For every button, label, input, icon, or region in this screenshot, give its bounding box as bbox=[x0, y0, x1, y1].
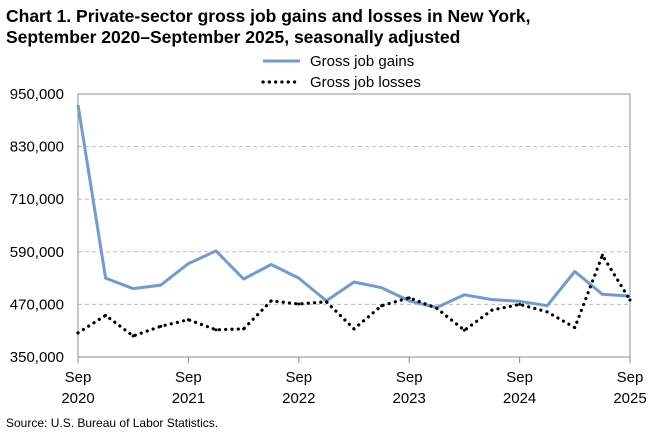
data-point bbox=[600, 253, 604, 257]
data-point bbox=[545, 310, 549, 314]
chart-title-line-1: Chart 1. Private-sector gross job gains … bbox=[6, 6, 531, 26]
data-point bbox=[353, 281, 356, 284]
data-point bbox=[215, 249, 218, 252]
y-tick-label: 950,000 bbox=[10, 86, 64, 103]
x-tick-label-year: 2024 bbox=[503, 390, 536, 407]
data-point bbox=[159, 284, 162, 287]
data-point bbox=[186, 318, 190, 322]
data-point bbox=[324, 300, 328, 304]
y-tick-label: 830,000 bbox=[10, 139, 64, 156]
data-point bbox=[297, 302, 301, 306]
legend-label: Gross job gains bbox=[310, 53, 414, 70]
data-point bbox=[435, 306, 439, 310]
data-point bbox=[573, 326, 577, 330]
data-point bbox=[601, 293, 604, 296]
data-point bbox=[214, 328, 218, 332]
data-point bbox=[462, 328, 466, 332]
y-tick-label: 710,000 bbox=[10, 191, 64, 208]
data-point bbox=[270, 263, 273, 266]
plot-area-border bbox=[77, 93, 631, 358]
data-point bbox=[380, 286, 383, 289]
data-point bbox=[76, 331, 80, 335]
data-point bbox=[407, 296, 411, 300]
x-tick-label-year: 2020 bbox=[61, 390, 94, 407]
data-point bbox=[380, 304, 384, 308]
data-point bbox=[104, 277, 107, 280]
data-point bbox=[628, 298, 632, 302]
x-tick-label-year: 2022 bbox=[282, 390, 315, 407]
legend-label: Gross job losses bbox=[310, 74, 421, 91]
x-tick-label-year: 2021 bbox=[172, 390, 205, 407]
data-point bbox=[159, 324, 163, 328]
data-point bbox=[269, 299, 273, 303]
data-point bbox=[490, 308, 494, 312]
x-tick-label-month: Sep bbox=[617, 369, 644, 386]
chart-title-line-2: September 2020–September 2025, seasonall… bbox=[6, 27, 461, 47]
x-tick-label-month: Sep bbox=[396, 369, 423, 386]
data-point bbox=[131, 334, 135, 338]
x-tick-label-month: Sep bbox=[285, 369, 312, 386]
series-line-gross-job-losses bbox=[76, 253, 632, 338]
data-point bbox=[242, 327, 246, 331]
data-point bbox=[491, 298, 494, 301]
data-point bbox=[352, 327, 356, 331]
data-point bbox=[546, 304, 549, 307]
source-note: Source: U.S. Bureau of Labor Statistics. bbox=[6, 416, 219, 430]
data-point bbox=[518, 302, 522, 306]
x-tick-label-month: Sep bbox=[175, 369, 202, 386]
data-point bbox=[408, 299, 411, 302]
data-point bbox=[518, 300, 521, 303]
data-point bbox=[132, 287, 135, 290]
data-point bbox=[77, 103, 80, 106]
x-tick-label-month: Sep bbox=[65, 369, 92, 386]
x-tick-label-month: Sep bbox=[506, 369, 533, 386]
x-tick-label-year: 2025 bbox=[613, 390, 646, 407]
data-point bbox=[297, 277, 300, 280]
data-point bbox=[187, 262, 190, 265]
data-point bbox=[463, 293, 466, 296]
y-tick-label: 470,000 bbox=[10, 296, 64, 313]
chart-title: Chart 1. Private-sector gross job gains … bbox=[6, 6, 656, 48]
series-line-gross-job-gains bbox=[76, 104, 631, 309]
data-point bbox=[242, 277, 245, 280]
y-tick-label: 590,000 bbox=[10, 244, 64, 261]
x-tick-label-year: 2023 bbox=[393, 390, 426, 407]
data-point bbox=[573, 270, 576, 273]
y-tick-label: 350,000 bbox=[10, 349, 64, 366]
data-point bbox=[104, 313, 108, 317]
